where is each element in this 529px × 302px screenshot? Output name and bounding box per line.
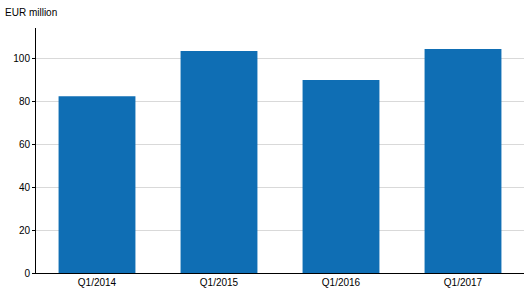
svg-text:Q1/2015: Q1/2015: [200, 277, 239, 288]
svg-text:Q1/2016: Q1/2016: [322, 277, 361, 288]
svg-text:20: 20: [19, 225, 31, 236]
svg-text:100: 100: [13, 53, 30, 64]
svg-text:Q1/2014: Q1/2014: [78, 277, 117, 288]
svg-text:60: 60: [19, 139, 31, 150]
svg-text:EUR million: EUR million: [5, 7, 57, 18]
svg-text:Q1/2017: Q1/2017: [444, 277, 483, 288]
svg-text:40: 40: [19, 182, 31, 193]
svg-text:80: 80: [19, 96, 31, 107]
svg-text:0: 0: [24, 268, 30, 279]
